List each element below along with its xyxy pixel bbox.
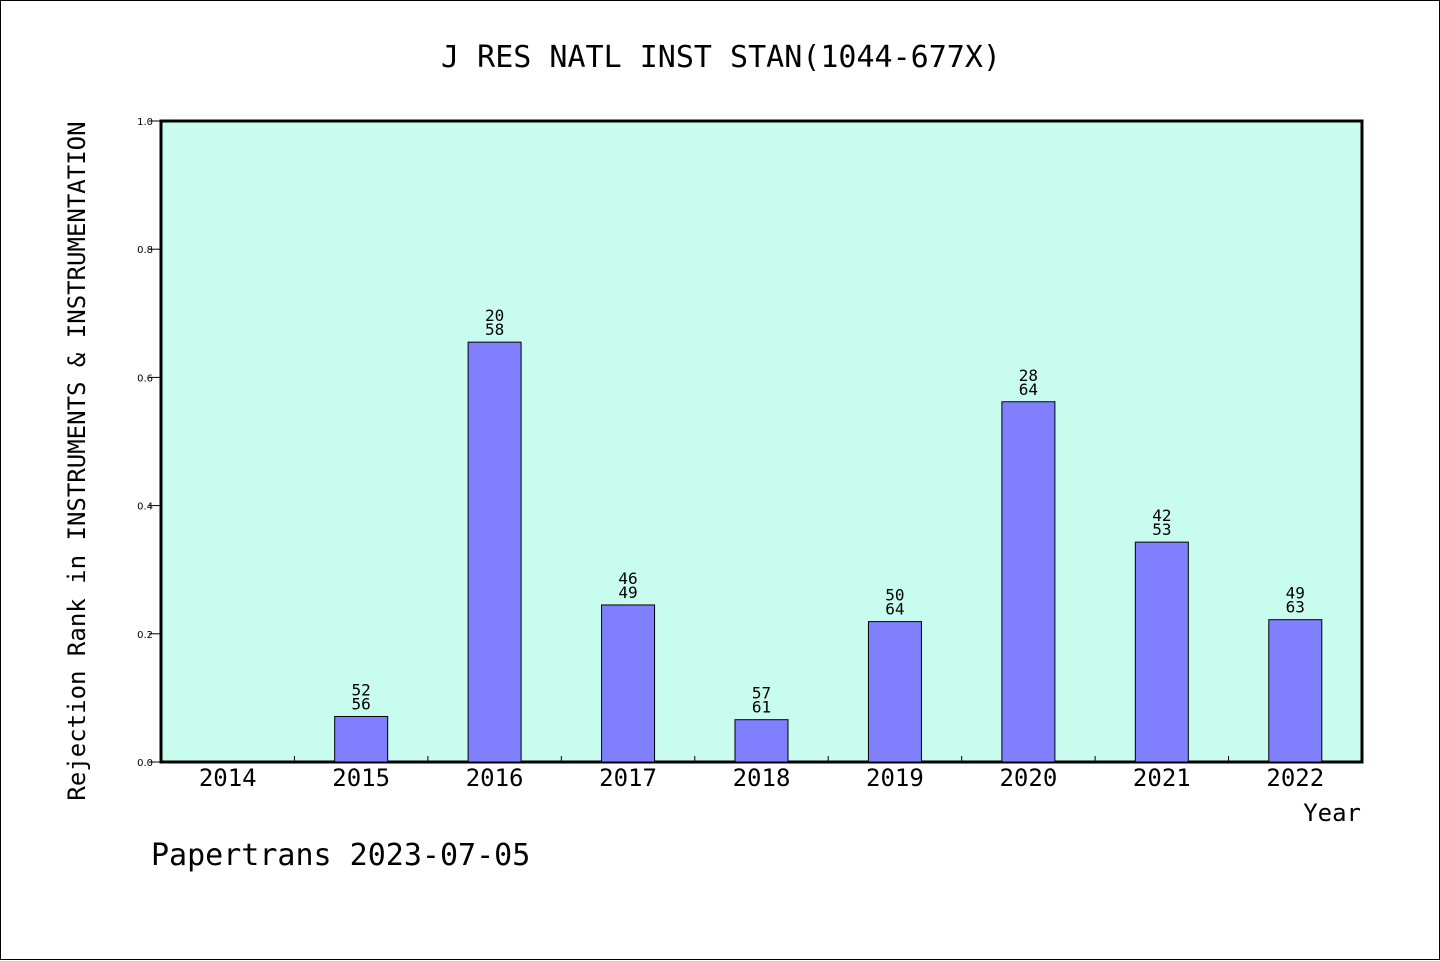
bar-label-2017-2: 49 [618, 583, 637, 602]
footer-text: Papertrans 2023-07-05 [151, 838, 530, 873]
y-tick-label: 0.0 [137, 758, 153, 769]
bar-label-2022-1: 49 [1286, 584, 1305, 603]
bar-label-2019-2: 64 [885, 600, 904, 619]
bar-label-2018-1: 57 [752, 684, 771, 703]
bar-label-2021-2: 53 [1152, 520, 1171, 539]
y-tick-label: 0.6 [137, 373, 153, 384]
bar-label-2019-1: 50 [885, 586, 904, 605]
x-tick-label-2021: 2021 [1133, 764, 1191, 792]
x-tick-label-2017: 2017 [599, 764, 657, 792]
x-tick-label-2014: 2014 [199, 764, 257, 792]
y-tick-label: 0.8 [137, 245, 153, 256]
x-tick-label-2019: 2019 [866, 764, 924, 792]
bar-2022 [1268, 619, 1323, 763]
bar-label-2022-2: 63 [1286, 598, 1305, 617]
x-tick-label-2020: 2020 [999, 764, 1057, 792]
bar-2017 [601, 604, 656, 763]
bar-2021 [1134, 541, 1189, 763]
bar-label-2015-2: 56 [352, 694, 371, 713]
x-axis-label: Year [1303, 799, 1361, 827]
bar-label-2017-1: 46 [618, 569, 637, 588]
bar-label-2016-2: 58 [485, 320, 504, 339]
bar-2018 [734, 719, 789, 763]
y-axis-label: Rejection Rank in INSTRUMENTS & INSTRUME… [63, 121, 91, 800]
x-tick-label-2018: 2018 [733, 764, 791, 792]
y-tick-label: 0.4 [137, 502, 153, 513]
bar-label-2016-1: 20 [485, 306, 504, 325]
chart-title: J RES NATL INST STAN(1044-677X) [441, 40, 1001, 75]
bar-label-2015-1: 52 [352, 680, 371, 699]
y-tick-label: 0.2 [137, 630, 153, 641]
x-tick-label-2016: 2016 [466, 764, 524, 792]
x-axis: 2014 2015 2016 2017 2018 2019 2020 2021 2022 [199, 756, 1324, 792]
bar-2019 [867, 621, 922, 763]
bar-label-2020-1: 28 [1019, 366, 1038, 385]
y-tick-label: 1.0 [137, 117, 153, 128]
bar-label-2020-2: 64 [1019, 380, 1038, 399]
x-tick-label-2022: 2022 [1266, 764, 1324, 792]
x-tick-label-2015: 2015 [332, 764, 390, 792]
bar-label-2021-1: 42 [1152, 506, 1171, 525]
bar-2016 [467, 341, 522, 763]
bar-2020 [1001, 401, 1056, 763]
bar-2015 [334, 715, 389, 763]
y-axis: 0.0 0.2 0.4 0.6 0.8 1.0 [137, 117, 161, 769]
bar-label-2018-2: 61 [752, 698, 771, 717]
